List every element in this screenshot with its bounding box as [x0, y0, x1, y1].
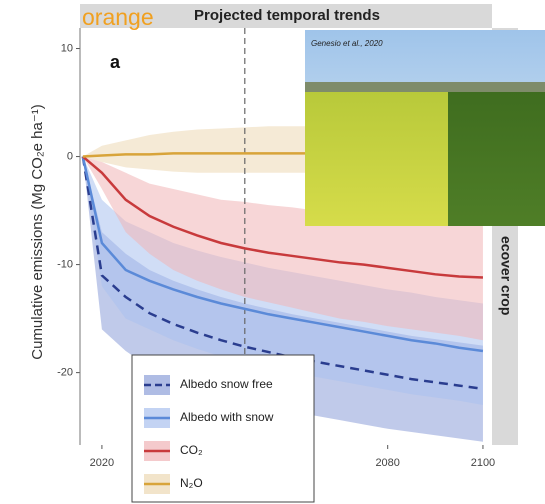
photo-field-dark — [448, 92, 545, 226]
legend-label: CO₂ — [180, 443, 203, 457]
photo: Genesio et al., 2020 — [305, 30, 545, 226]
legend: Albedo snow free Albedo with snow CO₂ N₂O — [131, 354, 315, 503]
y-tick-label: 0 — [67, 150, 73, 162]
series-line — [81, 156, 484, 353]
y-axis-label: Cumulative emissions (Mg CO₂e ha⁻¹) — [29, 104, 46, 359]
legend-label: Albedo snow free — [180, 377, 273, 391]
y-tick-label: 10 — [61, 42, 73, 54]
chart-title: Projected temporal trends — [194, 7, 380, 24]
panel-label: a — [110, 52, 121, 72]
photo-caption: Genesio et al., 2020 — [311, 39, 383, 48]
x-tick-label: 2020 — [90, 457, 114, 469]
overlay-text: orange — [82, 4, 154, 30]
legend-label: N₂O — [180, 476, 203, 490]
x-tick-label: 2080 — [375, 457, 399, 469]
photo-field-light — [305, 92, 448, 226]
legend-label: Albedo with snow — [180, 410, 274, 424]
confidence-band — [82, 156, 483, 341]
y-tick-label: -10 — [57, 258, 73, 270]
x-tick-label: 2100 — [471, 457, 495, 469]
strip-label: ecover crop — [498, 236, 514, 315]
y-tick-label: -20 — [57, 367, 73, 379]
photo-horizon — [305, 82, 545, 92]
series-line — [82, 155, 484, 279]
title-strip — [80, 4, 492, 28]
